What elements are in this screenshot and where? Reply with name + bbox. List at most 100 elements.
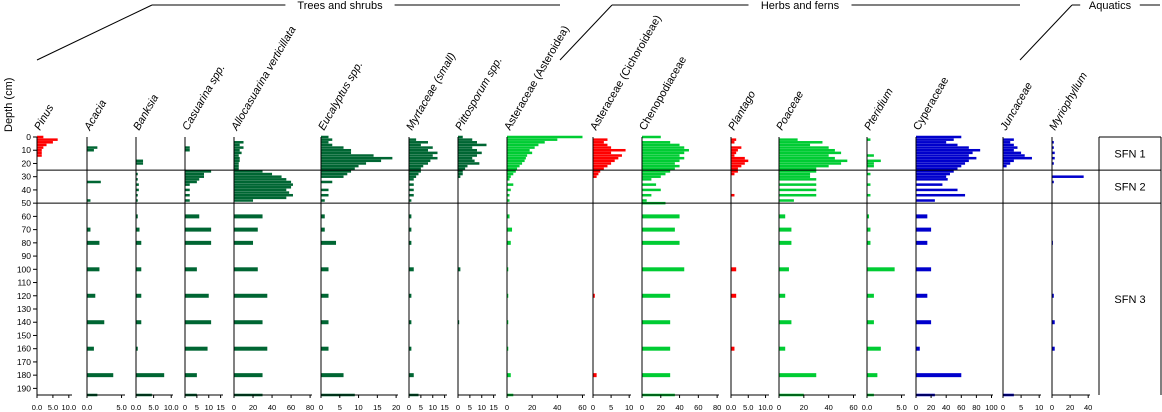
bar bbox=[1052, 293, 1054, 298]
bar bbox=[642, 188, 661, 192]
bar bbox=[1003, 138, 1014, 141]
depth-axis: 0 10 20 30 40 50 60 70 80 90 100 110 120 130 140 150 160… bbox=[3, 78, 38, 395]
bar bbox=[136, 240, 142, 245]
taxon-label: Chenopodiaceae bbox=[637, 54, 689, 132]
group-header-herbs-and-ferns: Herbs and ferns bbox=[559, 0, 1020, 61]
group-label: Herbs and ferns bbox=[761, 0, 840, 12]
bar bbox=[321, 164, 359, 168]
bar bbox=[916, 164, 962, 168]
bar bbox=[185, 178, 200, 181]
group-header-aquatics: Aquatics bbox=[1019, 0, 1160, 61]
bar bbox=[234, 214, 263, 219]
bar bbox=[779, 141, 823, 144]
bar bbox=[593, 148, 626, 152]
bar bbox=[593, 143, 608, 147]
bar bbox=[779, 162, 842, 165]
bar bbox=[916, 178, 948, 181]
bar bbox=[234, 346, 268, 351]
bar bbox=[234, 159, 240, 163]
panel-tick-label: 15 bbox=[373, 403, 381, 412]
bar bbox=[87, 227, 91, 232]
bar bbox=[507, 162, 523, 165]
bar bbox=[642, 156, 685, 160]
bar bbox=[916, 141, 947, 144]
taxon-label: Juncaceae bbox=[998, 80, 1036, 133]
panel-tick-label: 0 bbox=[232, 403, 236, 412]
panel-tick-label: 10 bbox=[354, 403, 362, 412]
bar bbox=[593, 138, 608, 141]
depth-tick-label: 80 bbox=[22, 238, 32, 248]
bar bbox=[321, 172, 348, 176]
bar bbox=[642, 293, 671, 298]
panel-tick-label: 40 bbox=[268, 403, 276, 412]
panel-tick-label: 0.0 bbox=[82, 403, 92, 412]
bar bbox=[642, 146, 685, 149]
panel-banksia: 0.0 5.0 10.0 Banksia bbox=[131, 93, 179, 412]
bar bbox=[642, 346, 671, 351]
bar bbox=[1003, 162, 1011, 165]
group-header-trees-and-shrubs: Trees and shrubs bbox=[36, 0, 560, 61]
bar bbox=[867, 183, 871, 186]
bar bbox=[136, 346, 138, 351]
bar bbox=[916, 240, 928, 245]
bar bbox=[779, 172, 811, 176]
panel-tick-label: 5 bbox=[338, 403, 342, 412]
bar bbox=[234, 154, 239, 157]
bar bbox=[1003, 146, 1018, 149]
bar bbox=[867, 172, 871, 176]
bar bbox=[185, 199, 190, 202]
panel-tick-label: 20 bbox=[528, 403, 536, 412]
bar bbox=[458, 164, 468, 168]
bar bbox=[507, 175, 511, 178]
panel-tick-label: 5 bbox=[609, 403, 613, 412]
bar bbox=[916, 146, 969, 149]
depth-tick-label: 40 bbox=[22, 185, 32, 195]
panel-myriophyllum: 0 20 40 Myriophyllum bbox=[1047, 70, 1092, 412]
taxon-label: Allocasuarina verticillata bbox=[229, 24, 299, 133]
bar bbox=[321, 162, 367, 165]
bar bbox=[642, 214, 680, 219]
bar bbox=[1052, 151, 1055, 155]
panel-tick-label: 0 bbox=[407, 403, 411, 412]
bar bbox=[234, 191, 290, 194]
bar bbox=[1052, 156, 1055, 160]
taxon-label: Pittosporum spp. bbox=[453, 55, 505, 132]
bar bbox=[409, 148, 428, 152]
bar bbox=[136, 293, 142, 298]
depth-tick-label: 0 bbox=[26, 132, 31, 142]
bar bbox=[37, 151, 42, 155]
bar bbox=[458, 156, 473, 160]
bar bbox=[458, 135, 463, 139]
bar bbox=[779, 164, 829, 168]
bar bbox=[185, 267, 197, 272]
bar bbox=[136, 188, 139, 192]
bar bbox=[642, 154, 680, 157]
bar bbox=[593, 170, 601, 173]
bar bbox=[234, 227, 258, 232]
bar bbox=[136, 159, 144, 163]
bar bbox=[136, 267, 142, 272]
taxon-label: Cyperaceae bbox=[911, 75, 951, 132]
taxon-panels: 0.0 5.0 10.0 Pinus 0.0 5.0 Acacia 0.0 5.0 10.0 Ban… bbox=[32, 13, 1093, 412]
bar bbox=[409, 175, 417, 178]
bar bbox=[593, 151, 612, 155]
panel-pittosporum-spp: 0 5 10 15 Pittosporum spp. bbox=[453, 55, 505, 412]
panel-tick-label: 5.0 bbox=[48, 403, 58, 412]
bar bbox=[642, 170, 671, 173]
bar bbox=[185, 193, 190, 197]
bar bbox=[867, 267, 895, 272]
panel-acacia: 0.0 5.0 Acacia bbox=[82, 98, 127, 412]
bar bbox=[916, 172, 950, 176]
bar bbox=[779, 267, 789, 272]
panel-tick-label: 40 bbox=[825, 403, 833, 412]
panel-poaceae: 0 20 40 60 Poaceae bbox=[774, 89, 857, 412]
bar bbox=[507, 373, 511, 378]
bar bbox=[234, 164, 239, 168]
bar bbox=[321, 141, 329, 144]
taxon-label: Plantago bbox=[726, 89, 758, 133]
bar bbox=[916, 267, 932, 272]
taxon-label: Pteridium bbox=[862, 86, 896, 132]
bar bbox=[234, 162, 239, 165]
bar bbox=[507, 320, 509, 325]
